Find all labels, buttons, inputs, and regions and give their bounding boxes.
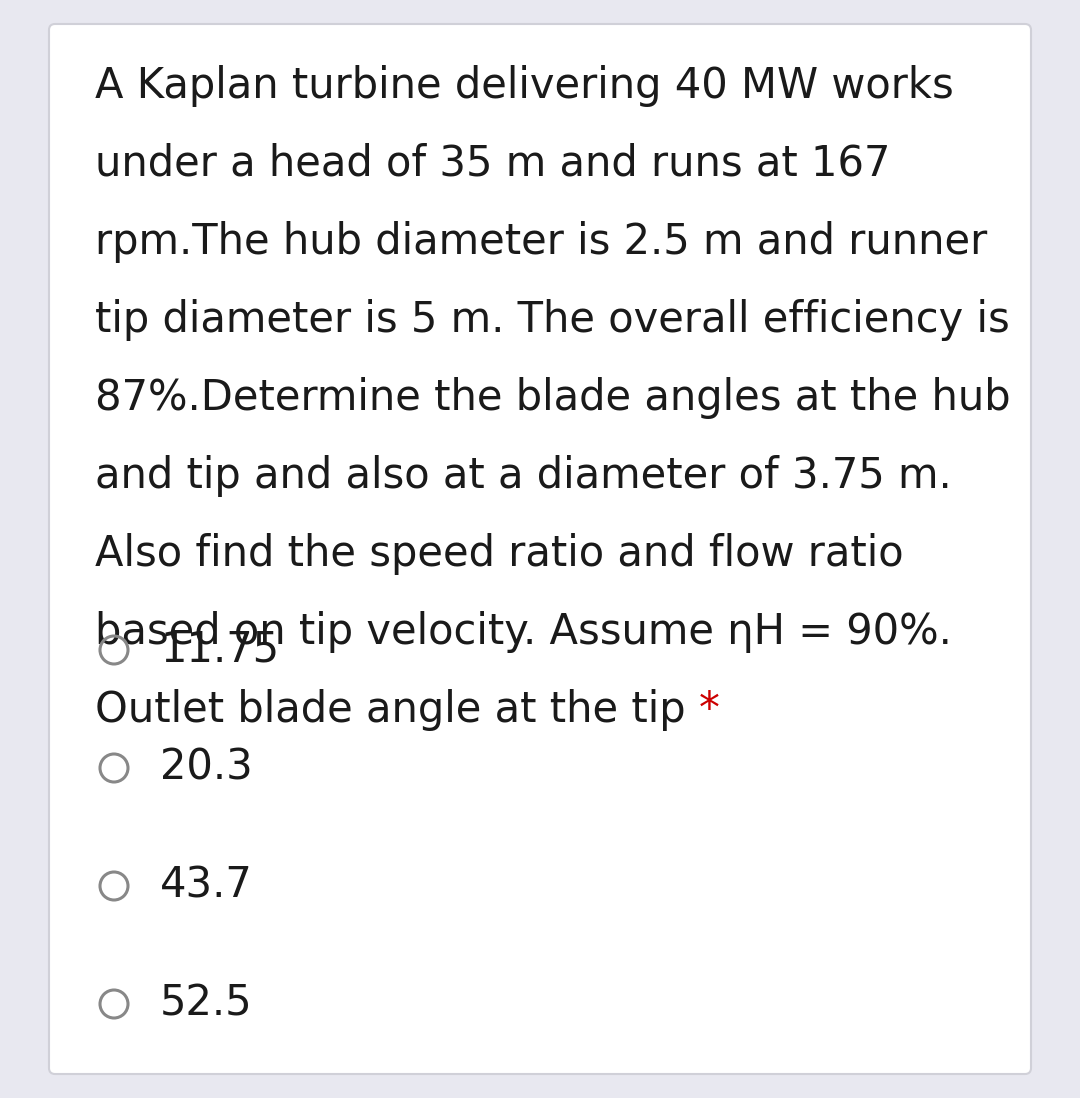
Text: 20.3: 20.3 — [160, 747, 253, 789]
Text: 87%.Determine the blade angles at the hub: 87%.Determine the blade angles at the hu… — [95, 377, 1011, 419]
Text: rpm.The hub diameter is 2.5 m and runner: rpm.The hub diameter is 2.5 m and runner — [95, 221, 987, 264]
Text: A Kaplan turbine delivering 40 MW works: A Kaplan turbine delivering 40 MW works — [95, 65, 954, 107]
Text: based on tip velocity. Assume ηH = 90%.: based on tip velocity. Assume ηH = 90%. — [95, 610, 951, 653]
Text: and tip and also at a diameter of 3.75 m.: and tip and also at a diameter of 3.75 m… — [95, 455, 951, 497]
Text: 52.5: 52.5 — [160, 983, 253, 1026]
Text: under a head of 35 m and runs at 167: under a head of 35 m and runs at 167 — [95, 143, 890, 184]
Text: *: * — [699, 690, 719, 731]
Text: Outlet blade angle at the tip: Outlet blade angle at the tip — [95, 690, 699, 731]
Text: 11.75: 11.75 — [160, 629, 279, 671]
Text: Also find the speed ratio and flow ratio: Also find the speed ratio and flow ratio — [95, 533, 904, 575]
Text: 43.7: 43.7 — [160, 865, 253, 907]
FancyBboxPatch shape — [49, 24, 1031, 1074]
Text: tip diameter is 5 m. The overall efficiency is: tip diameter is 5 m. The overall efficie… — [95, 299, 1010, 341]
